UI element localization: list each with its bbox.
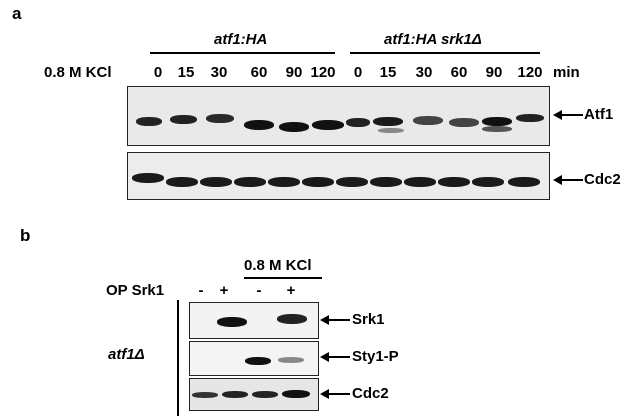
arrow-left-icon (553, 175, 583, 185)
cdc2a-band (302, 177, 334, 187)
cdc2a-band (438, 177, 470, 187)
atf1-band (244, 120, 274, 130)
lane-sign-label: - (256, 282, 262, 299)
time-point-label: 0 (153, 64, 163, 81)
atf1-band (516, 114, 544, 122)
time-point-label: 60 (250, 64, 268, 81)
time-point-label: 90 (485, 64, 503, 81)
arrow-left-icon (320, 352, 350, 362)
strain-bracket (177, 300, 179, 416)
cdc2a-band (370, 177, 402, 187)
atf1-band (482, 126, 512, 132)
time-point-label: 15 (177, 64, 195, 81)
time-point-label: 30 (415, 64, 433, 81)
cdc2b-band (192, 392, 218, 398)
atf1-band (170, 115, 197, 124)
atf1-band (449, 118, 479, 127)
atf1-band (279, 122, 309, 132)
sty1p-band (278, 357, 304, 363)
cdc2a-band (472, 177, 504, 187)
srk1-label: Srk1 (352, 311, 385, 328)
srk1-blot (189, 302, 319, 339)
panel-b-letter: b (20, 226, 31, 245)
srk1-band (217, 317, 247, 327)
time-point-label: 120 (310, 64, 336, 81)
cdc2a-band (200, 177, 232, 187)
cdc2a-band (404, 177, 436, 187)
atf1-band (378, 128, 404, 133)
sty1p-label: Sty1-P (352, 348, 399, 365)
atf1-label: Atf1 (584, 106, 614, 123)
cdc2a-band (166, 177, 198, 187)
cdc2b-band (282, 390, 310, 398)
cdc2a-band (132, 173, 164, 183)
lane-sign-label: + (286, 282, 296, 299)
arrow-left-icon (320, 389, 350, 399)
time-point-label: 90 (285, 64, 303, 81)
cdc2a-band (234, 177, 266, 187)
arrow-left-icon (553, 110, 583, 120)
atf1-band (136, 117, 162, 126)
group-bracket-atf1-ha-srk1-delta (350, 52, 540, 54)
cdc2a-band (508, 177, 540, 187)
time-point-label: 30 (210, 64, 228, 81)
srk1-band (277, 314, 307, 324)
atf1-band (482, 117, 512, 126)
atf1-band (206, 114, 234, 123)
cdc2-blot-a (127, 152, 550, 200)
condition-label-kcl: 0.8 M KCl (44, 64, 112, 81)
time-point-label: 60 (450, 64, 468, 81)
atf1-blot (127, 86, 550, 146)
cdc2b-band (252, 391, 278, 398)
sty1p-blot (189, 341, 319, 376)
time-point-label: 120 (517, 64, 543, 81)
group-label-atf1-ha-srk1-delta: atf1:HA srk1Δ (384, 31, 482, 48)
cdc2a-band (268, 177, 300, 187)
group-bracket-atf1-ha (150, 52, 335, 54)
atf1-band (413, 116, 443, 125)
cdc2a-band (336, 177, 368, 187)
condition-bracket-b (244, 277, 322, 279)
time-point-label: 0 (353, 64, 363, 81)
cdc2-blot-b (189, 378, 319, 411)
cdc2-label-a: Cdc2 (584, 171, 621, 188)
atf1-band (346, 118, 370, 127)
lane-sign-label: - (198, 282, 204, 299)
cdc2b-band (222, 391, 248, 398)
sty1p-band (245, 357, 271, 365)
atf1-band (373, 117, 403, 126)
time-unit-label: min (553, 64, 580, 81)
op-srk1-label: OP Srk1 (106, 282, 165, 299)
group-label-atf1-ha: atf1:HA (214, 31, 268, 48)
atf1-band (312, 120, 344, 130)
cdc2-label-b: Cdc2 (352, 385, 389, 402)
lane-sign-label: + (219, 282, 229, 299)
strain-label: atf1Δ (108, 346, 145, 363)
arrow-left-icon (320, 315, 350, 325)
time-point-label: 15 (379, 64, 397, 81)
condition-label-kcl-b: 0.8 M KCl (244, 257, 312, 274)
panel-a-letter: a (12, 4, 22, 23)
